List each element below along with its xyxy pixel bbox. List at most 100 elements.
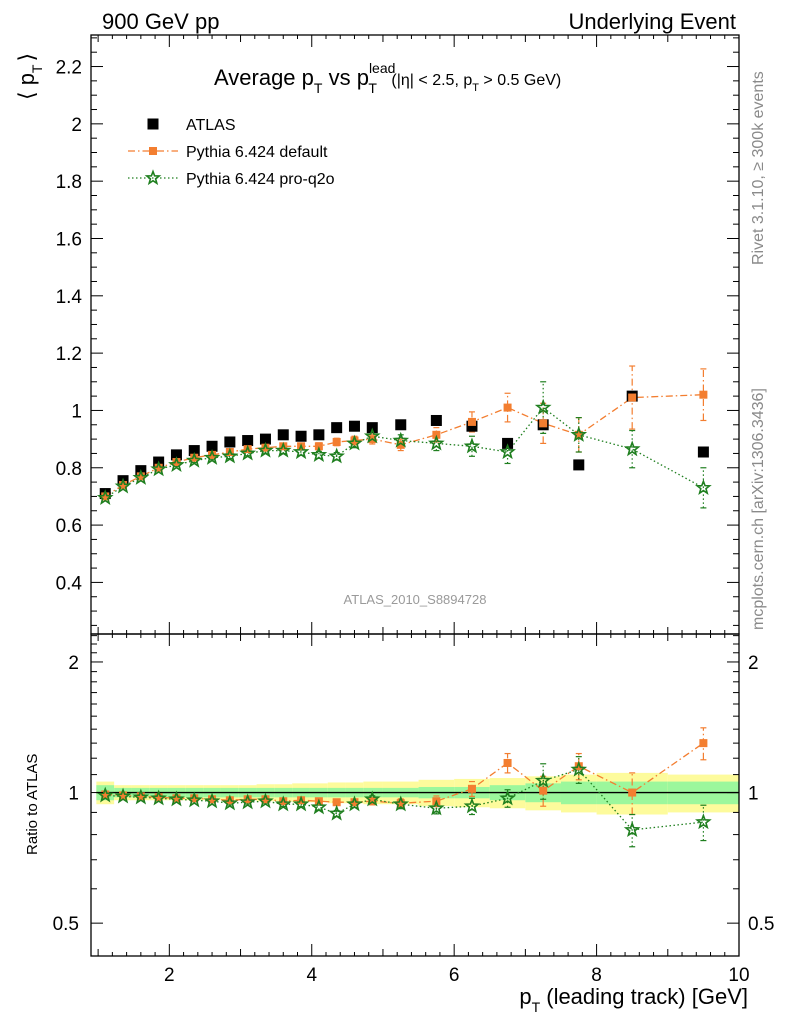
main-y-tick-label: 0.8 [56, 459, 82, 480]
legend-label: Pythia 6.424 default [186, 144, 328, 161]
ratio-uncertainty-bands [96, 772, 739, 815]
ratio-pythia-default-point [261, 795, 270, 804]
ratio-pythia-pro-q2o-point [185, 791, 203, 808]
ratio-pythia-default-point [101, 790, 110, 799]
ratio-pythia-default-point [190, 794, 199, 803]
pythia-default-point [467, 417, 476, 426]
ratio-pythia-default-point [467, 784, 476, 793]
pythia-default-point [699, 390, 708, 399]
atlas-point [295, 430, 307, 442]
pythia-pro-q2o-point [463, 437, 481, 454]
ratio-pythia-default-point [503, 758, 512, 767]
ratio-y-axis-label: Ratio to ATLAS [24, 754, 41, 855]
pythia-default-point [101, 492, 110, 501]
x-axis-label: pT (leading track) [GeV] [519, 984, 748, 1015]
legend-label: ATLAS [186, 117, 236, 134]
pythia-default-point [539, 419, 548, 428]
main-y-tick-label: 1.6 [56, 229, 82, 250]
x-tick-label: 10 [728, 965, 749, 986]
legend-entry: ATLAS [147, 117, 236, 134]
atlas-point [277, 429, 289, 441]
pythia-pro-q2o-point [534, 398, 552, 415]
ratio-pythia-pro-q2o-point [428, 799, 445, 816]
pythia-default-point [332, 437, 341, 446]
ratio-pythia-default-point [350, 798, 359, 807]
pythia-default-point [154, 463, 163, 472]
ratio-pythia-pro-q2o-point [363, 790, 381, 807]
legend-entry: Pythia 6.424 default [128, 144, 328, 161]
ratio-pythia-pro-q2o-point [499, 789, 516, 806]
main-y-tick-label: 1.8 [56, 172, 82, 193]
ratio-data-markers [96, 739, 712, 838]
ratio-pythia-pro-q2o-point [346, 795, 363, 812]
ratio-pythia-default-point [297, 796, 306, 805]
ratio-pythia-pro-q2o-point [257, 792, 274, 809]
pythia-pro-q2o-point [695, 479, 712, 495]
pythia-pro-q2o-point [623, 440, 641, 457]
main-data-markers [96, 390, 712, 505]
atlas-point [573, 459, 585, 471]
ratio-pythia-default-point [225, 796, 234, 805]
ratio-pythia-default-point [574, 762, 583, 771]
pythia-pro-q2o-point [328, 447, 346, 464]
main-error-bars [102, 365, 707, 509]
ratio-pythia-pro-q2o-point [570, 760, 588, 777]
mcplots-label: mcplots.cern.ch [arXiv:1306.3436] [750, 388, 767, 630]
atlas-point [430, 414, 442, 426]
atlas-point [170, 449, 182, 461]
ratio-pythia-pro-q2o-point [132, 788, 150, 805]
pythia-pro-q2o-point [96, 489, 114, 505]
ratio-pythia-pro-q2o-point [221, 794, 239, 811]
pythia-default-point [396, 440, 405, 449]
ratio-pythia-default-point [279, 797, 288, 806]
ratio-pythia-default-point [628, 788, 637, 797]
ratio-y-tick-label-left: 1 [68, 784, 79, 805]
ratio-pythia-default-point [119, 791, 128, 800]
main-plot-title: Average pT vs plead T (|η| < 2.5, pT > 0.… [214, 60, 561, 96]
pythia-pro-q2o-point [168, 456, 185, 473]
ratio-pythia-pro-q2o-point [292, 795, 310, 812]
atlas-point [466, 420, 478, 432]
atlas-point [259, 433, 271, 445]
ratio-pythia-pro-q2o-point [310, 798, 328, 815]
pythia-default-point [503, 403, 512, 412]
legend-label: Pythia 6.424 pro-q2o [186, 171, 335, 188]
ratio-pythia-default-point [172, 794, 181, 803]
legend-marker [149, 147, 157, 155]
atlas-point [242, 435, 254, 447]
pythia-pro-q2o-point [428, 434, 445, 451]
ratio-pythia-default-point [243, 795, 252, 804]
ratio-y-tick-label-left: 2 [68, 653, 79, 674]
atlas-point [313, 429, 325, 441]
pythia-pro-q2o-point [499, 443, 516, 460]
ratio-pythia-pro-q2o-point [534, 771, 552, 788]
pythia-default-point [628, 393, 637, 402]
ratio-pythia-pro-q2o-point [695, 813, 712, 830]
pythia-default-point [208, 450, 217, 459]
pythia-pro-q2o-point [274, 441, 292, 458]
legend: ATLAS Pythia 6.424 default Pythia 6.424 pr… [128, 117, 335, 188]
main-y-tick-label: 2.2 [56, 58, 82, 79]
pythia-default-point [190, 453, 199, 462]
main-y-tick-label: 1.4 [56, 287, 83, 308]
pythia-pro-q2o-point [114, 477, 132, 494]
pythia-default-point [261, 443, 270, 452]
analysis-watermark: ATLAS_2010_S8894728 [344, 592, 487, 607]
ratio-pythia-default-point [396, 799, 405, 808]
ratio-pythia-pro-q2o-point [114, 787, 132, 804]
ratio-y-tick-label-right: 2 [748, 653, 759, 674]
x-tick-label: 4 [306, 965, 317, 986]
header-left-label: 900 GeV pp [102, 9, 219, 34]
ratio-pythia-pro-q2o-point [328, 804, 346, 821]
atlas-point [206, 440, 218, 452]
pythia-pro-q2o-point [150, 460, 168, 477]
ratio-pythia-pro-q2o-point [168, 790, 185, 807]
main-y-tick-label: 0.4 [56, 573, 83, 594]
ratio-pythia-default-point [539, 786, 548, 795]
main-y-tick-label: 1 [71, 401, 82, 422]
pythia-pro-q2o-point [310, 446, 328, 462]
atlas-point [348, 420, 360, 432]
main-y-tick-label: 1.2 [56, 344, 82, 365]
ratio-pythia-pro-q2o-point [150, 789, 168, 806]
